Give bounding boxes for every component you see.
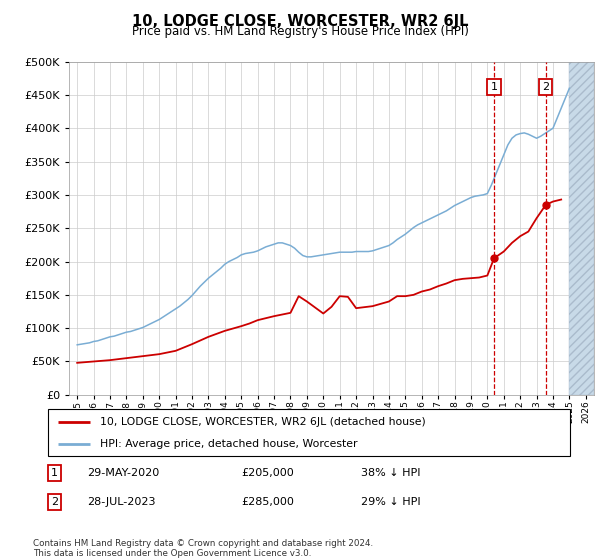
- Text: 38% ↓ HPI: 38% ↓ HPI: [361, 468, 421, 478]
- Text: Price paid vs. HM Land Registry's House Price Index (HPI): Price paid vs. HM Land Registry's House …: [131, 25, 469, 38]
- Text: Contains HM Land Registry data © Crown copyright and database right 2024.
This d: Contains HM Land Registry data © Crown c…: [33, 539, 373, 558]
- Text: 29% ↓ HPI: 29% ↓ HPI: [361, 497, 421, 507]
- Text: 28-JUL-2023: 28-JUL-2023: [87, 497, 155, 507]
- Text: 1: 1: [491, 82, 497, 92]
- Text: 10, LODGE CLOSE, WORCESTER, WR2 6JL: 10, LODGE CLOSE, WORCESTER, WR2 6JL: [132, 14, 468, 29]
- Text: 2: 2: [542, 82, 550, 92]
- Text: 29-MAY-2020: 29-MAY-2020: [87, 468, 160, 478]
- Text: 2: 2: [51, 497, 58, 507]
- Text: HPI: Average price, detached house, Worcester: HPI: Average price, detached house, Worc…: [100, 438, 358, 449]
- Text: £285,000: £285,000: [241, 497, 294, 507]
- Text: 10, LODGE CLOSE, WORCESTER, WR2 6JL (detached house): 10, LODGE CLOSE, WORCESTER, WR2 6JL (det…: [100, 417, 426, 427]
- Text: £205,000: £205,000: [241, 468, 294, 478]
- Text: 1: 1: [51, 468, 58, 478]
- Bar: [569, 62, 594, 395]
- FancyBboxPatch shape: [48, 409, 570, 456]
